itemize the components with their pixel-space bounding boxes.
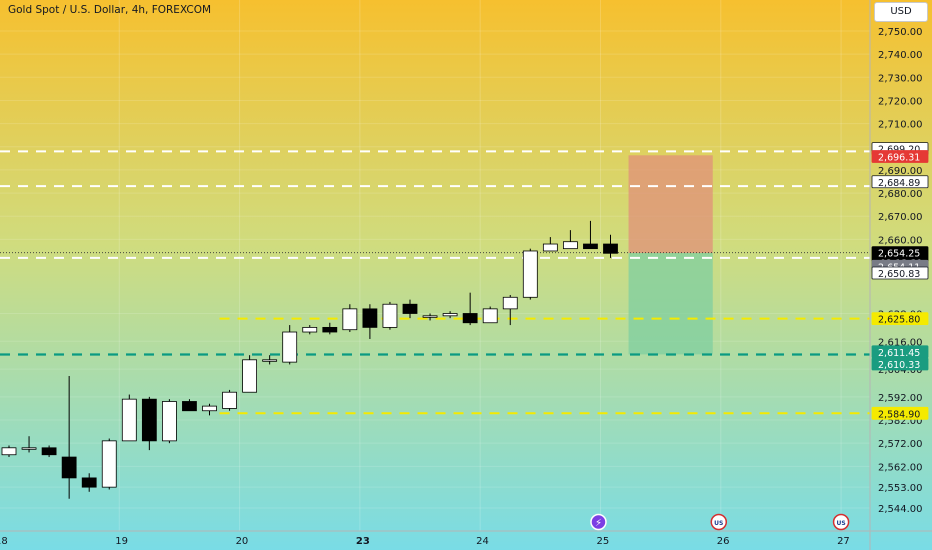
candle-body[interactable] [362, 308, 378, 328]
candle-body[interactable] [262, 359, 278, 362]
price-axis-label: 2,730.00 [878, 73, 923, 84]
price-tag-label: 2,650.83 [878, 269, 920, 280]
price-tag-label: 2,584.90 [878, 409, 920, 420]
candle-body[interactable] [522, 250, 538, 298]
lightning-event-icon[interactable] [590, 513, 607, 531]
candle-body[interactable] [182, 401, 197, 412]
price-axis-label: 2,582.00 [878, 416, 923, 427]
time-axis-label: 20 [236, 536, 249, 547]
price-tag [871, 406, 929, 420]
price-axis-label: 2,604.00 [878, 365, 923, 376]
stop-loss-zone[interactable] [628, 155, 713, 254]
candle-body[interactable] [422, 315, 438, 318]
price-axis-label: 2,680.00 [878, 189, 923, 200]
price-axis-label: 2,553.00 [878, 483, 923, 494]
price-axis-label: 2,690.00 [878, 166, 923, 177]
candle-body[interactable] [482, 308, 498, 324]
time-axis-label: 19 [115, 536, 128, 547]
candle-body[interactable] [121, 398, 137, 442]
price-axis-label: 2,562.00 [878, 462, 923, 473]
price-axis-label: 2,660.00 [878, 235, 923, 246]
price-tag [871, 175, 929, 189]
price-tag-label: 2,684.89 [878, 178, 920, 189]
candle-body[interactable] [41, 447, 57, 456]
us-flag-event-icon-glyph: US [714, 520, 723, 527]
candle-body[interactable] [222, 391, 237, 409]
currency-button[interactable]: USD [874, 2, 928, 22]
time-axis-label: 24 [476, 536, 489, 547]
candle-body[interactable] [342, 308, 358, 331]
candle-body[interactable] [402, 303, 418, 314]
price-tag [871, 150, 929, 163]
price-tag-label: 2,611.45 [878, 348, 920, 359]
price-axis-label: 2,544.00 [878, 504, 923, 515]
candle-body[interactable] [502, 296, 518, 310]
candle-body[interactable] [21, 447, 37, 450]
price-tag-label: 2,696.31 [878, 153, 920, 164]
price-tag-label: 2,654.25 [878, 249, 920, 260]
time-axis-label: 23 [356, 536, 370, 547]
price-axis-label: 2,592.00 [878, 393, 923, 404]
take-profit-zone[interactable] [628, 253, 713, 355]
us-flag-event-icon[interactable] [832, 513, 850, 531]
candle-body[interactable] [583, 243, 598, 250]
candle-body[interactable] [202, 405, 217, 412]
price-tag [871, 357, 929, 371]
candle-body[interactable] [382, 303, 398, 328]
price-tag [871, 312, 929, 325]
candle-body[interactable] [542, 243, 558, 252]
candle-body[interactable] [302, 326, 318, 333]
candle-body[interactable] [101, 440, 117, 488]
candle-body[interactable] [322, 326, 338, 333]
us-flag-event-icon-glyph: US [836, 520, 845, 527]
candle-body[interactable] [161, 401, 177, 442]
price-axis-label: 2,572.00 [878, 439, 923, 450]
candle-body[interactable] [462, 313, 478, 324]
candle-body[interactable] [81, 477, 97, 488]
time-axis-label: 18 [0, 536, 8, 547]
price-tag-label: 2,625.80 [878, 315, 920, 326]
price-axis-label: 2,670.00 [878, 212, 923, 223]
price-axis-label: 2,750.00 [878, 27, 923, 38]
symbol-title: Gold Spot / U.S. Dollar, 4h, FOREXCOM [8, 4, 212, 16]
candle-body[interactable] [442, 313, 458, 317]
candle-body[interactable] [141, 398, 157, 442]
candle-body[interactable] [61, 456, 77, 479]
lightning-event-icon-glyph: ⚡ [595, 518, 602, 529]
price-axis-label: 2,740.00 [878, 50, 923, 61]
price-axis-label: 2,710.00 [878, 120, 923, 131]
time-axis-label: 27 [837, 536, 850, 547]
candle-body[interactable] [1, 447, 17, 456]
time-axis-label: 26 [717, 536, 730, 547]
candle-body[interactable] [282, 331, 298, 363]
time-axis-label: 25 [596, 536, 609, 547]
candle-body[interactable] [242, 359, 258, 393]
price-tag-label: 2,610.33 [878, 360, 920, 371]
candle-body[interactable] [603, 243, 618, 254]
price-axis-label: 2,616.00 [878, 337, 923, 348]
price-axis-label: 2,720.00 [878, 96, 923, 107]
us-flag-event-icon[interactable] [710, 513, 728, 531]
price-tag [871, 266, 929, 280]
candle-body[interactable] [563, 241, 578, 250]
